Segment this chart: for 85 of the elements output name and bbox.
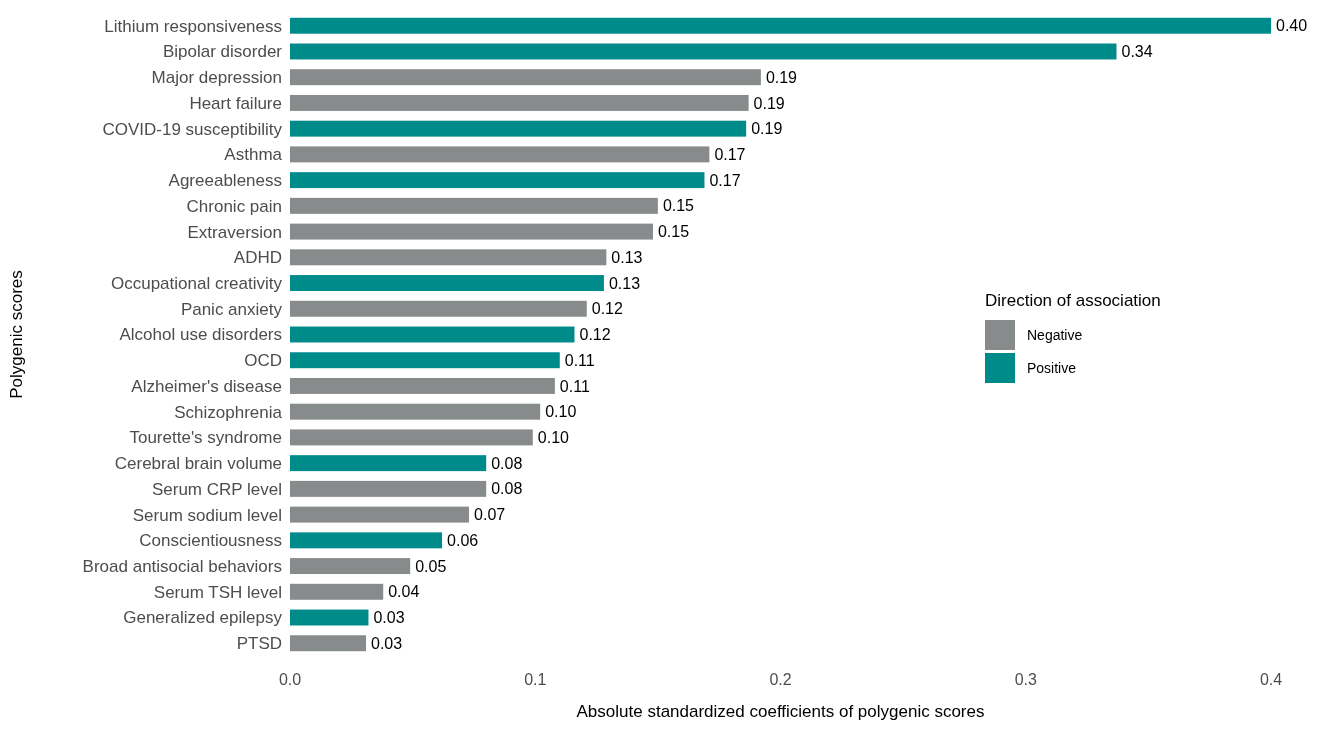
y-tick-label: Generalized epilepsy <box>123 608 283 628</box>
y-tick-label: Cerebral brain volume <box>114 454 282 474</box>
x-tick-label: 0.1 <box>524 671 547 688</box>
y-tick-label: Agreeableness <box>168 171 282 191</box>
y-tick-label: Heart failure <box>189 93 282 113</box>
data-label: 0.15 <box>657 223 690 241</box>
y-axis-title: Polygenic scores <box>7 270 26 399</box>
bar <box>290 429 533 446</box>
bar <box>290 532 443 549</box>
y-tick-label: Chronic pain <box>186 196 282 216</box>
bar <box>290 197 658 214</box>
bar <box>290 455 487 472</box>
y-tick-label: Serum TSH level <box>153 582 282 602</box>
bar <box>290 403 541 420</box>
data-label: 0.11 <box>559 377 590 395</box>
bar <box>290 146 710 163</box>
data-label: 0.11 <box>564 351 595 369</box>
data-label: 0.08 <box>491 454 523 472</box>
data-label: 0.03 <box>373 609 405 627</box>
bar <box>290 635 367 652</box>
data-label: 0.19 <box>751 120 783 138</box>
y-tick-label: Occupational creativity <box>110 273 283 293</box>
data-label: 0.15 <box>662 197 695 215</box>
bar <box>290 558 411 575</box>
bar <box>290 506 470 523</box>
data-label: 0.34 <box>1121 43 1153 61</box>
data-label: 0.17 <box>709 171 741 189</box>
data-label: 0.10 <box>545 403 577 421</box>
data-label: 0.04 <box>388 583 420 601</box>
legend-title: Direction of association <box>985 291 1161 310</box>
y-tick-label: Serum sodium level <box>132 505 282 525</box>
bar <box>290 300 587 317</box>
bar <box>290 377 555 394</box>
data-label: 0.07 <box>474 506 506 524</box>
bar <box>290 223 653 240</box>
bar <box>290 17 1271 34</box>
bar <box>290 609 369 626</box>
bar <box>290 583 384 600</box>
bar <box>290 43 1117 60</box>
bar <box>290 94 749 111</box>
x-tick-label: 0.2 <box>769 671 792 688</box>
legend-label: Positive <box>1027 359 1077 376</box>
y-tick-label: Alzheimer's disease <box>131 376 282 396</box>
y-tick-label: Extraversion <box>187 222 282 242</box>
data-label: 0.12 <box>591 300 623 318</box>
bar <box>290 120 747 137</box>
y-tick-label: Lithium responsiveness <box>104 16 282 36</box>
x-axis-title: Absolute standardized coefficients of polygenic scores <box>576 702 985 721</box>
data-label: 0.13 <box>608 274 641 292</box>
legend-label: Negative <box>1027 326 1083 343</box>
data-label: 0.12 <box>579 326 611 344</box>
bar <box>290 69 761 86</box>
data-label: 0.03 <box>371 634 403 652</box>
data-label: 0.19 <box>765 68 798 86</box>
y-tick-label: Major depression <box>151 68 282 88</box>
y-tick-label: Asthma <box>224 145 283 165</box>
x-tick-label: 0.4 <box>1259 671 1283 688</box>
bar <box>290 480 487 497</box>
x-tick-label: 0.0 <box>278 671 302 688</box>
y-tick-label: OCD <box>244 351 282 371</box>
data-label: 0.17 <box>714 146 746 163</box>
data-label: 0.13 <box>611 248 643 266</box>
y-tick-label: PTSD <box>236 634 282 654</box>
data-label: 0.40 <box>1276 17 1308 35</box>
data-label: 0.05 <box>415 557 447 575</box>
y-tick-label: Schizophrenia <box>174 402 283 422</box>
y-tick-label: Serum CRP level <box>151 479 282 499</box>
y-tick-label: COVID-19 susceptibility <box>102 119 283 139</box>
bar <box>290 275 604 292</box>
y-tick-label: Tourette's syndrome <box>129 428 282 448</box>
y-tick-label: Broad antisocial behaviors <box>82 557 282 577</box>
y-tick-label: Panic anxiety <box>180 299 283 319</box>
bar <box>290 249 607 266</box>
y-tick-label: Bipolar disorder <box>162 42 283 62</box>
data-label: 0.19 <box>753 94 785 112</box>
x-tick-label: 0.3 <box>1014 671 1037 688</box>
bar <box>290 352 560 369</box>
data-label: 0.08 <box>491 480 523 498</box>
bar <box>290 172 705 189</box>
bar <box>290 326 575 343</box>
data-label: 0.10 <box>537 429 570 447</box>
data-label: 0.06 <box>447 531 479 549</box>
y-tick-label: ADHD <box>233 248 282 268</box>
y-tick-label: Alcohol use disorders <box>119 325 282 345</box>
y-tick-label: Conscientiousness <box>139 531 282 551</box>
